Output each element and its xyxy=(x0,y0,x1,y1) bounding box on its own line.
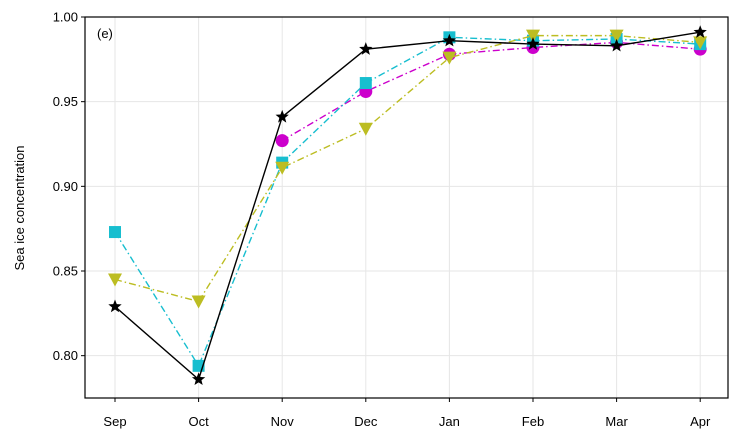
data-point-star xyxy=(359,42,373,55)
series-line xyxy=(114,31,701,381)
x-tick-label: Feb xyxy=(522,414,544,429)
data-point-triangle xyxy=(108,273,122,287)
data-point-triangle xyxy=(358,122,373,136)
x-tick-label: Oct xyxy=(188,414,209,429)
data-point-triangle xyxy=(693,36,708,50)
series-layer xyxy=(108,25,708,386)
series-line xyxy=(114,34,701,303)
y-axis-label: Sea ice concentration xyxy=(12,145,27,270)
data-point-star xyxy=(442,33,457,47)
data-point-star xyxy=(108,299,122,313)
data-point-star xyxy=(275,109,289,123)
y-tick-label: 0.95 xyxy=(53,94,78,109)
data-point-triangle xyxy=(526,29,540,43)
data-point-triangle xyxy=(442,51,457,65)
y-tick-label: 0.90 xyxy=(53,179,78,194)
data-point-square xyxy=(359,77,372,90)
series-line xyxy=(114,36,701,368)
series-line xyxy=(281,41,701,142)
data-point-star xyxy=(693,25,707,38)
data-point-triangle xyxy=(275,161,290,175)
x-tick-label: Jan xyxy=(439,414,460,429)
panel-label: (e) xyxy=(97,26,113,41)
data-point-circle xyxy=(275,134,289,148)
tick-layer: 0.80 0.85 0.90 0.95 1.00 Sep Oct Nov Dec Jan Feb Ma… xyxy=(53,10,711,430)
data-point-star xyxy=(526,37,540,50)
series-4 xyxy=(108,25,707,386)
data-point-square xyxy=(109,226,121,239)
y-tick-label: 0.85 xyxy=(53,264,78,279)
data-point-star xyxy=(191,372,206,386)
data-point-triangle xyxy=(191,295,206,309)
data-point-triangle xyxy=(609,29,624,43)
data-point-star xyxy=(609,38,624,52)
x-tick-label: Nov xyxy=(271,414,295,429)
y-tick-label: 1.00 xyxy=(53,10,78,25)
plot-frame xyxy=(84,16,729,399)
x-tick-label: Dec xyxy=(354,414,378,429)
y-tick-label: 0.80 xyxy=(53,348,78,363)
series-1 xyxy=(275,35,707,148)
x-tick-label: Sep xyxy=(103,414,126,429)
x-tick-label: Apr xyxy=(690,414,711,429)
x-tick-label: Mar xyxy=(605,414,628,429)
grid-layer xyxy=(85,16,728,398)
series-3 xyxy=(108,29,708,309)
